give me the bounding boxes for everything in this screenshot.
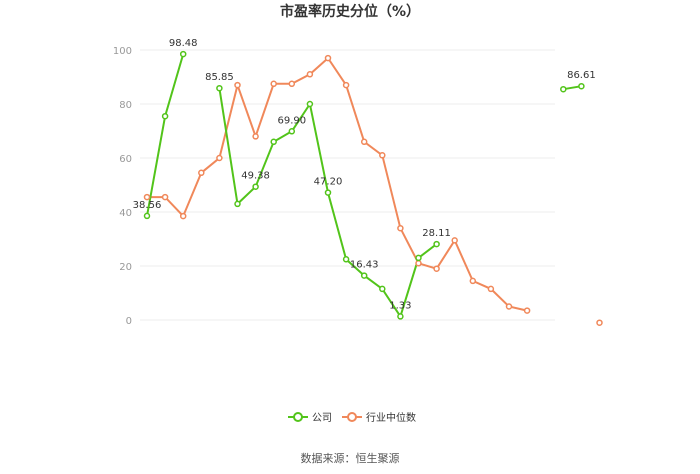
data-point-company[interactable] xyxy=(324,189,332,196)
data-point-company[interactable] xyxy=(216,84,223,92)
series-line-company xyxy=(218,88,438,319)
data-point-company[interactable] xyxy=(306,100,314,108)
data-point-company[interactable] xyxy=(143,212,151,220)
data-point-company[interactable] xyxy=(379,285,386,293)
data-point-company[interactable] xyxy=(252,183,259,190)
data-point-industry-median[interactable] xyxy=(451,237,458,244)
legend-industry-marker xyxy=(347,412,357,422)
data-point-industry-median[interactable] xyxy=(596,319,603,326)
data-point-company[interactable] xyxy=(560,85,567,93)
data-point-industry-median[interactable] xyxy=(143,193,151,201)
data-point-company[interactable] xyxy=(179,50,187,58)
data-label: 69.90 xyxy=(277,115,306,126)
y-axis: 100 80 60 40 20 0 xyxy=(113,46,132,327)
data-point-industry-median[interactable] xyxy=(288,80,296,88)
data-point-industry-median[interactable] xyxy=(270,80,277,88)
data-point-industry-median[interactable] xyxy=(360,138,368,146)
data-point-company[interactable] xyxy=(288,128,296,135)
data-point-company[interactable] xyxy=(270,138,277,146)
data-point-industry-median[interactable] xyxy=(415,260,422,267)
series-line-company xyxy=(146,53,185,217)
legend-item-industry-median[interactable]: 行业中位数 xyxy=(342,411,416,424)
data-point-industry-median[interactable] xyxy=(234,81,241,89)
data-point-industry-median[interactable] xyxy=(324,54,332,62)
data-label: 16.43 xyxy=(350,260,379,271)
legend: 公司 行业中位数 xyxy=(288,411,416,424)
series-points xyxy=(143,50,603,326)
chart-title: 市盈率历史分位（%） xyxy=(280,3,420,20)
data-point-industry-median[interactable] xyxy=(379,152,386,159)
data-point-company[interactable] xyxy=(360,272,368,279)
grid xyxy=(140,49,555,321)
y-tick-label: 100 xyxy=(113,46,132,57)
data-point-company[interactable] xyxy=(397,313,404,320)
legend-company-marker xyxy=(293,412,303,422)
data-label: 38.56 xyxy=(133,200,162,211)
data-label: 49.38 xyxy=(241,171,270,182)
data-label: 86.61 xyxy=(567,70,596,81)
y-tick-label: 20 xyxy=(119,262,132,273)
data-point-industry-median[interactable] xyxy=(198,169,205,177)
data-point-company[interactable] xyxy=(161,112,169,120)
data-point-industry-median[interactable] xyxy=(469,277,477,285)
data-point-industry-median[interactable] xyxy=(161,193,169,201)
data-point-company[interactable] xyxy=(433,240,440,248)
data-point-industry-median[interactable] xyxy=(433,265,440,272)
data-point-company[interactable] xyxy=(578,82,585,90)
data-label: 1.33 xyxy=(389,300,411,311)
data-point-industry-median[interactable] xyxy=(397,224,404,232)
legend-item-company[interactable]: 公司 xyxy=(288,412,332,424)
data-point-company[interactable] xyxy=(415,254,422,262)
legend-company-label: 公司 xyxy=(312,413,332,424)
data-point-industry-median[interactable] xyxy=(487,285,495,293)
data-point-industry-median[interactable] xyxy=(216,154,223,162)
data-point-industry-median[interactable] xyxy=(505,303,513,310)
legend-industry-label: 行业中位数 xyxy=(366,411,416,424)
data-point-industry-median[interactable] xyxy=(342,81,350,89)
data-label: 28.11 xyxy=(422,228,451,239)
data-point-industry-median[interactable] xyxy=(523,307,531,314)
data-point-industry-median[interactable] xyxy=(252,133,259,140)
series-line-industry-median xyxy=(147,56,528,312)
data-label: 85.85 xyxy=(205,72,234,83)
y-tick-label: 80 xyxy=(119,100,132,111)
y-tick-label: 0 xyxy=(126,316,132,327)
data-source: 数据来源：恒生聚源 xyxy=(301,451,400,465)
y-tick-label: 60 xyxy=(119,154,132,165)
data-label: 98.48 xyxy=(169,38,198,49)
data-label: 47.20 xyxy=(314,177,343,188)
y-tick-label: 40 xyxy=(119,208,132,219)
data-point-industry-median[interactable] xyxy=(306,71,314,78)
data-point-company[interactable] xyxy=(342,256,350,263)
data-labels: 38.56 98.48 85.85 49.38 69.90 47.20 16.43 1.33 2… xyxy=(133,38,596,311)
data-point-company[interactable] xyxy=(234,200,241,208)
data-point-industry-median[interactable] xyxy=(179,212,187,220)
